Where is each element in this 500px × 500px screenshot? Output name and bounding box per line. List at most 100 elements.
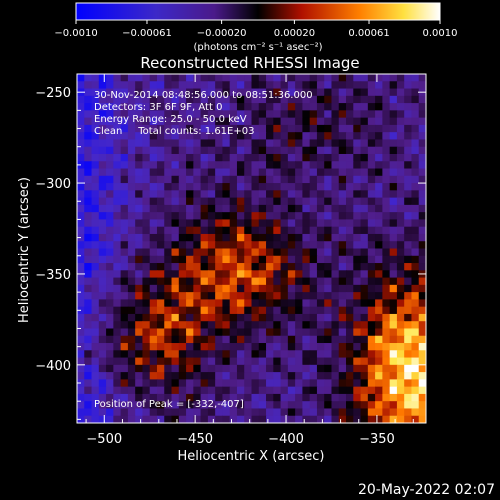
heatmap-pixel [77,81,85,90]
heatmap-pixel [215,190,224,199]
heatmap-pixel [331,306,340,315]
heatmap-pixel [316,204,325,213]
heatmap-pixel [251,335,260,344]
heatmap-pixel [215,357,224,366]
heatmap-pixel [171,350,180,359]
heatmap-pixel [113,299,122,308]
heatmap-pixel [142,124,151,133]
heatmap-pixel [164,74,173,82]
heatmap-pixel [396,343,405,351]
heatmap-pixel [338,168,347,177]
heatmap-pixel [353,117,362,126]
heatmap-pixel [215,255,224,264]
heatmap-pixel [156,153,165,162]
heatmap-pixel [106,110,114,119]
heatmap-pixel [178,379,187,388]
heatmap-pixel [149,168,158,177]
heatmap-pixel [229,146,238,155]
heatmap-pixel [302,379,311,388]
heatmap-pixel [135,321,144,330]
heatmap-pixel [287,248,296,257]
heatmap-pixel [389,197,398,206]
heatmap-pixel [229,335,238,344]
heatmap-pixel [236,335,245,344]
heatmap-pixel [266,161,274,170]
heatmap-pixel [346,321,354,330]
heatmap-pixel [367,146,376,155]
heatmap-pixel [91,226,100,235]
heatmap-pixel [91,168,100,177]
heatmap-pixel [236,277,245,286]
heatmap-pixel [316,153,325,162]
heatmap-pixel [418,372,426,380]
heatmap-pixel [273,110,282,119]
heatmap-pixel [77,255,85,264]
heatmap-pixel [331,241,340,250]
heatmap-pixel [164,168,173,177]
heatmap-pixel [77,386,85,395]
heatmap-pixel [106,124,114,133]
heatmap-pixel [120,226,129,235]
heatmap-pixel [244,401,253,410]
heatmap-pixel [91,292,100,300]
heatmap-pixel [404,248,413,257]
heatmap-pixel [215,292,224,300]
colorbar-tick-label-4: 0.00061 [348,28,389,39]
heatmap-pixel [186,103,194,111]
heatmap-pixel [142,408,151,417]
footer-timestamp: 20-May-2022 02:07 [358,482,495,498]
heatmap-pixel [324,161,333,170]
heatmap-pixel [266,263,274,271]
heatmap-pixel [367,132,376,141]
x-axis-ticks: −500 −450 −400 −350 [85,74,414,447]
heatmap-pixel [396,132,405,141]
heatmap-pixel [193,277,202,286]
heatmap-pixel [178,321,187,330]
heatmap-pixel [251,401,260,410]
heatmap-pixel [244,124,253,133]
heatmap-pixel [389,408,398,417]
heatmap-pixel [287,415,296,423]
heatmap-pixel [149,132,158,141]
heatmap-pixel [266,372,274,380]
heatmap-pixel [113,364,122,373]
heatmap-pixel [309,204,318,213]
heatmap-pixel [222,408,231,417]
heatmap-pixel [84,357,93,366]
heatmap-pixel [324,343,333,351]
heatmap-pixel [106,212,114,221]
heatmap-pixel [156,401,165,410]
heatmap-pixel [346,357,354,366]
heatmap-pixel [207,393,216,402]
heatmap-pixel [418,153,426,162]
heatmap-pixel [77,328,85,337]
heatmap-pixel [200,183,209,191]
heatmap-pixel [295,343,303,351]
heatmap-pixel [127,183,136,191]
heatmap-pixel [316,175,325,184]
heatmap-pixel [142,197,151,206]
heatmap-pixel [251,284,260,293]
heatmap-pixel [382,146,391,155]
heatmap-pixel [91,277,100,286]
heatmap-pixel [273,88,282,97]
heatmap-pixel [171,212,180,221]
heatmap-pixel [113,321,122,330]
heatmap-pixel [331,88,340,97]
heatmap-pixel [120,364,129,373]
heatmap-pixel [367,241,376,250]
heatmap-pixel [178,219,187,228]
heatmap-pixel [280,350,289,359]
heatmap-pixel [149,372,158,380]
heatmap-pixel [324,139,333,148]
heatmap-pixel [346,161,354,170]
heatmap-pixel [193,372,202,380]
x-tick-label-2: −400 [268,432,304,447]
heatmap-pixel [77,219,85,228]
heatmap-pixel [316,393,325,402]
heatmap-pixel [295,408,303,417]
heatmap-pixel [367,103,376,111]
heatmap-pixel [251,139,260,148]
heatmap-pixel [418,117,426,126]
heatmap-pixel [207,161,216,170]
